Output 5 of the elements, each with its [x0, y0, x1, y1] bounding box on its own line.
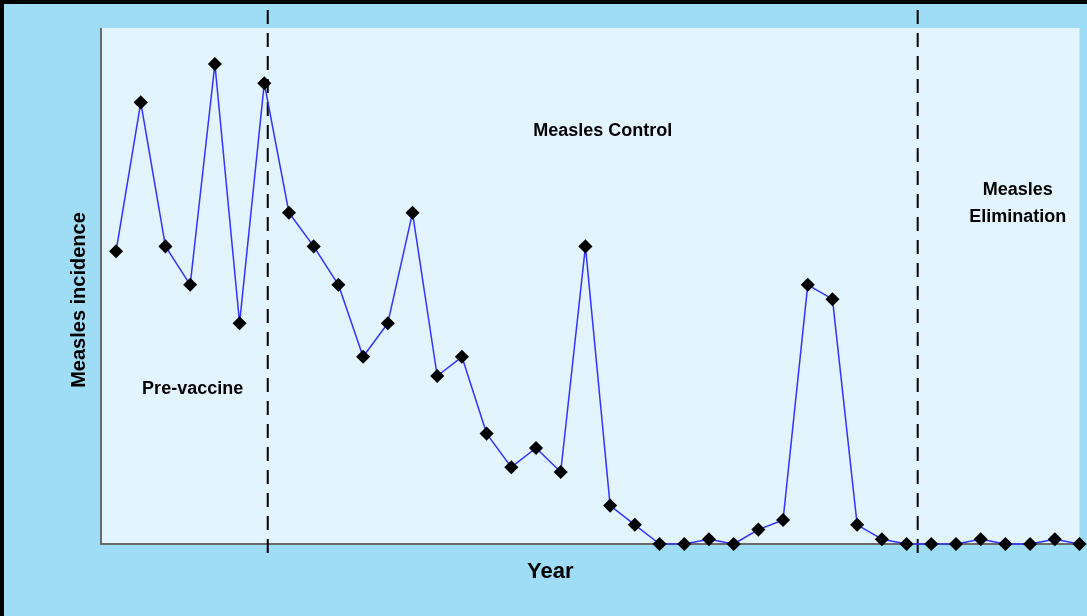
- annotation: Measles Elimination: [969, 178, 1067, 226]
- annotation: Measles Control: [533, 120, 673, 141]
- x-axis-title: Year: [527, 558, 574, 584]
- annotation: Pre-vaccine: [142, 378, 244, 399]
- y-axis-title: Measles incidence: [66, 212, 89, 388]
